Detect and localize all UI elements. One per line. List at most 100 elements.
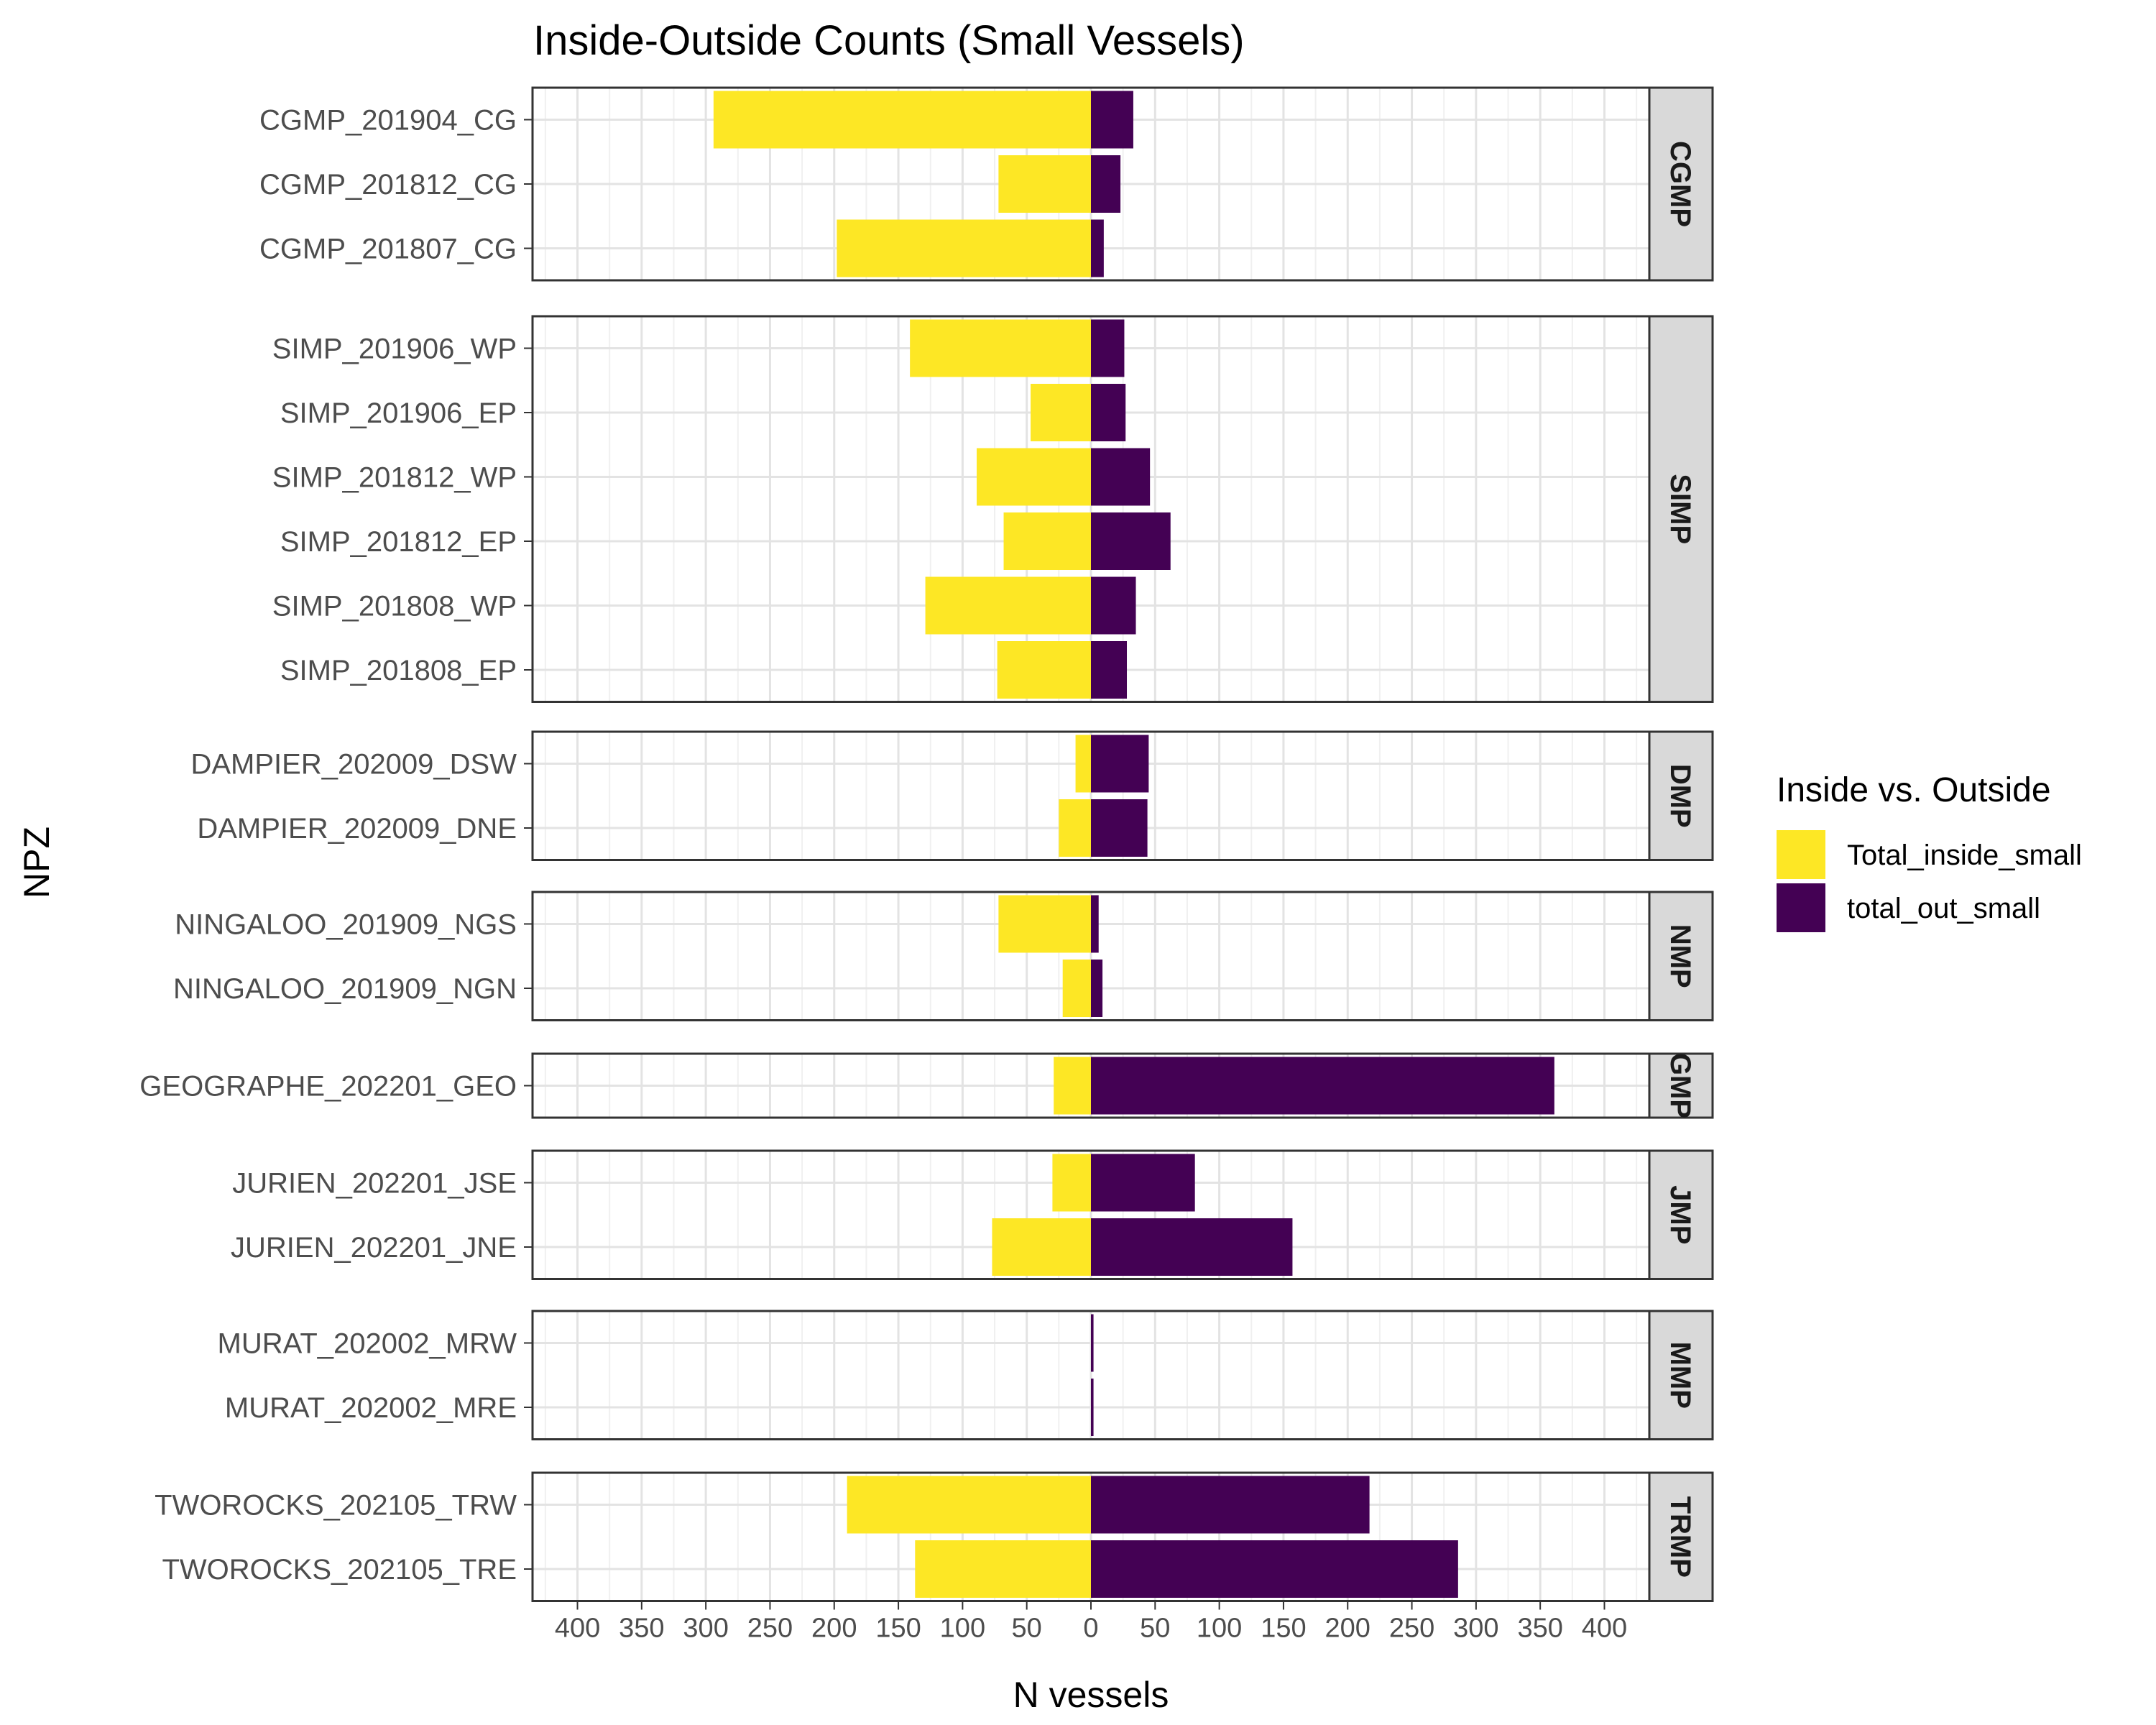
bar-outside-CGMP_201812_CG <box>1091 155 1121 213</box>
strip-label-dmp: DMP <box>1664 764 1696 828</box>
bar-outside-SIMP_201812_WP <box>1091 448 1151 506</box>
x-tick-label: 100 <box>940 1614 985 1644</box>
strip-label-trmp: TRMP <box>1664 1496 1696 1578</box>
bar-outside-DAMPIER_202009_DNE <box>1091 799 1148 857</box>
bar-inside-JURIEN_202201_JNE <box>992 1218 1091 1276</box>
legend-label: Total_inside_small <box>1847 840 2082 871</box>
x-tick-label: 50 <box>1012 1614 1042 1644</box>
legend-items: Total_inside_small total_out_small <box>1777 830 2082 932</box>
bar-inside-SIMP_201812_WP <box>977 448 1091 506</box>
bar-outside-SIMP_201812_EP <box>1091 512 1171 570</box>
y-tick-label: TWOROCKS_202105_TRE <box>162 1554 517 1586</box>
y-axis-title: NPZ <box>17 827 57 898</box>
x-tick-label: 100 <box>1197 1614 1242 1644</box>
bar-inside-GEOGRAPHE_202201_GEO <box>1054 1057 1091 1115</box>
x-tick-label: 400 <box>555 1614 600 1644</box>
y-tick-label: GEOGRAPHE_202201_GEO <box>139 1071 517 1103</box>
bar-inside-DAMPIER_202009_DSW <box>1075 735 1091 793</box>
y-tick-label: MURAT_202002_MRW <box>218 1328 517 1360</box>
y-tick-label: JURIEN_202201_JSE <box>232 1168 517 1200</box>
y-tick-label: TWOROCKS_202105_TRW <box>155 1490 517 1522</box>
x-axis-title: N vessels <box>1013 1675 1169 1715</box>
bar-outside-TWOROCKS_202105_TRW <box>1091 1476 1370 1534</box>
strip-box <box>1648 315 1714 703</box>
legend-label: total_out_small <box>1847 893 2040 924</box>
facet-panel-dmp: DAMPIER_202009_DSW DAMPIER_202009_DNE DMP <box>190 730 1714 861</box>
strip-label-jmp: JMP <box>1664 1185 1696 1244</box>
strip-box <box>1648 1149 1714 1280</box>
strip-box <box>1648 1310 1714 1440</box>
y-tick-label: SIMP_201808_EP <box>280 655 517 686</box>
y-tick-label: SIMP_201808_WP <box>272 591 517 622</box>
bar-outside-CGMP_201807_CG <box>1091 219 1104 277</box>
bar-inside-JURIEN_202201_JSE <box>1052 1154 1091 1212</box>
x-tick-label: 200 <box>811 1614 857 1644</box>
bar-outside-SIMP_201906_WP <box>1091 319 1125 377</box>
bar-inside-NINGALOO_201909_NGS <box>998 895 1091 953</box>
bar-inside-NINGALOO_201909_NGN <box>1062 960 1091 1017</box>
bar-inside-CGMP_201812_CG <box>998 155 1091 213</box>
y-tick-label: DAMPIER_202009_DNE <box>197 813 517 845</box>
facet-panels: CGMP_201904_CG CGMP_201812_CG CGMP_201807_… <box>139 86 1714 1602</box>
strip-label-nmp: NMP <box>1664 924 1696 988</box>
x-axis: 400 350 300 250 200 150 100 50 0 50 100 150 200 250 30… <box>555 1601 1627 1644</box>
x-tick-label: 150 <box>875 1614 921 1644</box>
y-tick-label: CGMP_201812_CG <box>259 169 517 201</box>
chart-title: Inside-Outside Counts (Small Vessels) <box>533 17 1245 64</box>
bar-inside-SIMP_201906_WP <box>910 319 1091 377</box>
x-tick-label: 300 <box>683 1614 728 1644</box>
bar-inside-SIMP_201906_EP <box>1031 384 1091 441</box>
y-tick-label: SIMP_201812_EP <box>280 526 517 558</box>
y-tick-label: NINGALOO_201909_NGN <box>173 973 517 1005</box>
y-tick-label: SIMP_201812_WP <box>272 462 517 494</box>
bar-outside-MURAT_202002_MRW <box>1091 1314 1094 1372</box>
bar-outside-SIMP_201906_EP <box>1091 384 1126 441</box>
y-tick-label: CGMP_201904_CG <box>259 105 517 137</box>
strip-label-simp: SIMP <box>1664 474 1696 544</box>
bar-outside-JURIEN_202201_JSE <box>1091 1154 1195 1212</box>
legend-key <box>1777 830 1825 879</box>
bar-outside-SIMP_201808_EP <box>1091 641 1128 699</box>
y-tick-label: DAMPIER_202009_DSW <box>190 749 517 781</box>
bar-inside-TWOROCKS_202105_TRW <box>847 1476 1091 1534</box>
strip-box <box>1648 86 1714 282</box>
facet-panel-simp: SIMP_201906_WP SIMP_201906_EP SIMP_201812_… <box>272 315 1714 703</box>
strip-box <box>1648 891 1714 1021</box>
y-tick-label: SIMP_201906_WP <box>272 334 517 365</box>
y-tick-label: SIMP_201906_EP <box>280 397 517 429</box>
bar-outside-MURAT_202002_MRE <box>1091 1379 1094 1436</box>
bar-inside-CGMP_201807_CG <box>837 219 1091 277</box>
x-tick-label: 350 <box>1517 1614 1562 1644</box>
facet-panel-cgmp: CGMP_201904_CG CGMP_201812_CG CGMP_201807_… <box>259 86 1714 282</box>
y-tick-label: MURAT_202002_MRE <box>225 1392 517 1424</box>
strip-box <box>1648 1052 1714 1119</box>
x-tick-label: 250 <box>1389 1614 1434 1644</box>
bar-outside-JURIEN_202201_JNE <box>1091 1218 1293 1276</box>
legend-key <box>1777 883 1825 932</box>
facet-panel-nmp: NINGALOO_201909_NGS NINGALOO_201909_NGN NM… <box>173 891 1714 1021</box>
strip-box <box>1648 1471 1714 1602</box>
strip-label-cgmp: CGMP <box>1664 141 1696 227</box>
x-tick-label: 150 <box>1261 1614 1306 1644</box>
strip-label-gmp: GMP <box>1664 1053 1696 1118</box>
facet-panel-trmp: TWOROCKS_202105_TRW TWOROCKS_202105_TRE TR… <box>155 1471 1714 1602</box>
bar-outside-SIMP_201808_WP <box>1091 576 1136 635</box>
bar-outside-NINGALOO_201909_NGN <box>1091 960 1103 1017</box>
x-tick-label: 0 <box>1083 1614 1098 1644</box>
legend-title: Inside vs. Outside <box>1777 771 2051 809</box>
bar-inside-DAMPIER_202009_DNE <box>1059 799 1091 857</box>
bar-outside-NINGALOO_201909_NGS <box>1091 895 1099 953</box>
facet-panel-mmp: MURAT_202002_MRW MURAT_202002_MRE MMP <box>218 1310 1714 1440</box>
x-tick-label: 250 <box>747 1614 793 1644</box>
bar-inside-SIMP_201808_WP <box>925 576 1091 635</box>
bar-inside-CGMP_201904_CG <box>713 91 1091 149</box>
y-tick-label: JURIEN_202201_JNE <box>231 1232 517 1264</box>
facet-panel-gmp: GEOGRAPHE_202201_GEO GMP <box>139 1052 1714 1119</box>
bar-outside-GEOGRAPHE_202201_GEO <box>1091 1057 1554 1115</box>
y-tick-label: NINGALOO_201909_NGS <box>175 909 517 941</box>
strip-label-mmp: MMP <box>1664 1342 1696 1409</box>
facet-panel-jmp: JURIEN_202201_JSE JURIEN_202201_JNE JMP <box>231 1149 1714 1280</box>
x-tick-label: 300 <box>1453 1614 1498 1644</box>
x-tick-label: 50 <box>1140 1614 1170 1644</box>
